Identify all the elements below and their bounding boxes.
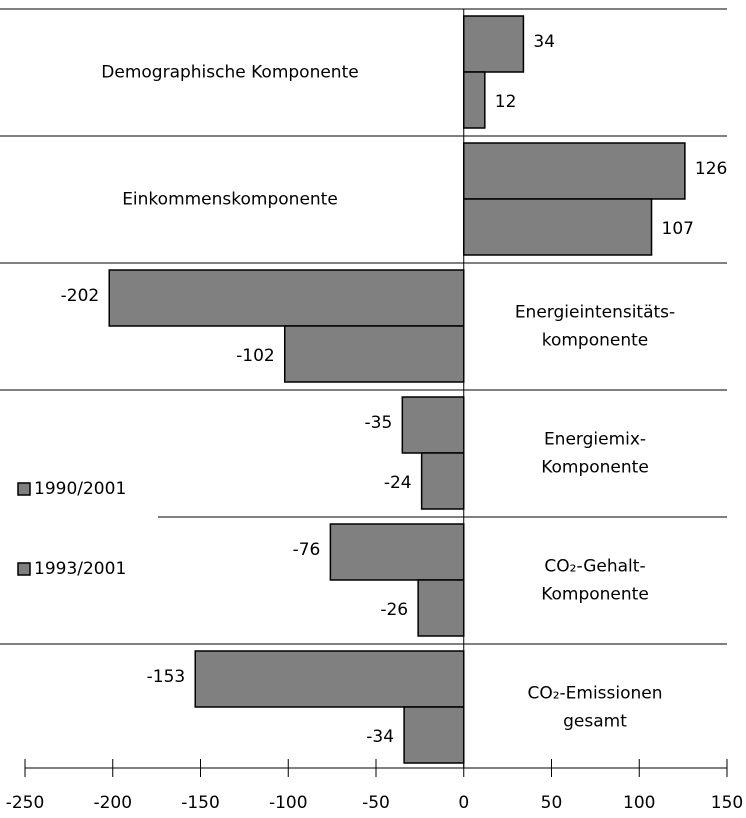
x-tick-label: -200 bbox=[93, 793, 132, 813]
legend-swatch bbox=[17, 562, 31, 576]
x-tick-label: -250 bbox=[6, 793, 45, 813]
x-tick-label: -100 bbox=[269, 793, 308, 813]
data-label: 126 bbox=[695, 159, 727, 179]
data-label: 12 bbox=[495, 92, 517, 112]
data-label: -153 bbox=[147, 667, 186, 687]
bar bbox=[463, 71, 486, 129]
legend-label: 1993/2001 bbox=[34, 559, 126, 579]
data-label: -202 bbox=[61, 286, 100, 306]
bar bbox=[463, 142, 686, 200]
category-label: Demographische Komponente bbox=[101, 63, 358, 83]
data-label: -76 bbox=[293, 540, 321, 560]
category-label: CO₂-Gehalt-Komponente bbox=[541, 557, 649, 605]
bar bbox=[420, 452, 465, 510]
category-label: Energiemix-Komponente bbox=[541, 430, 649, 478]
bar bbox=[283, 325, 465, 383]
data-label: -35 bbox=[365, 413, 393, 433]
data-label: -26 bbox=[380, 600, 408, 620]
bar bbox=[108, 269, 465, 327]
bar bbox=[329, 523, 465, 581]
data-label: 34 bbox=[533, 32, 555, 52]
x-tick-label: 150 bbox=[711, 793, 743, 813]
category-label: CO₂-Emissionen gesamt bbox=[527, 684, 662, 732]
bar bbox=[463, 198, 653, 256]
x-tick-label: 50 bbox=[541, 793, 563, 813]
legend-label: 1990/2001 bbox=[34, 479, 126, 499]
data-label: 107 bbox=[662, 219, 694, 239]
bar bbox=[194, 650, 465, 708]
x-tick-label: -150 bbox=[181, 793, 220, 813]
bar bbox=[463, 15, 525, 73]
data-label: -24 bbox=[384, 473, 412, 493]
x-tick-label: -50 bbox=[362, 793, 390, 813]
legend-swatch bbox=[17, 482, 31, 496]
category-label: Einkommenskomponente bbox=[122, 190, 338, 210]
x-tick-label: 0 bbox=[458, 793, 469, 813]
bar bbox=[401, 396, 465, 454]
category-label: Energieintensitäts-komponente bbox=[515, 303, 675, 351]
data-label: -102 bbox=[236, 346, 275, 366]
bar bbox=[403, 706, 465, 764]
bar bbox=[417, 579, 465, 637]
x-tick-label: 100 bbox=[623, 793, 655, 813]
data-label: -34 bbox=[366, 727, 394, 747]
